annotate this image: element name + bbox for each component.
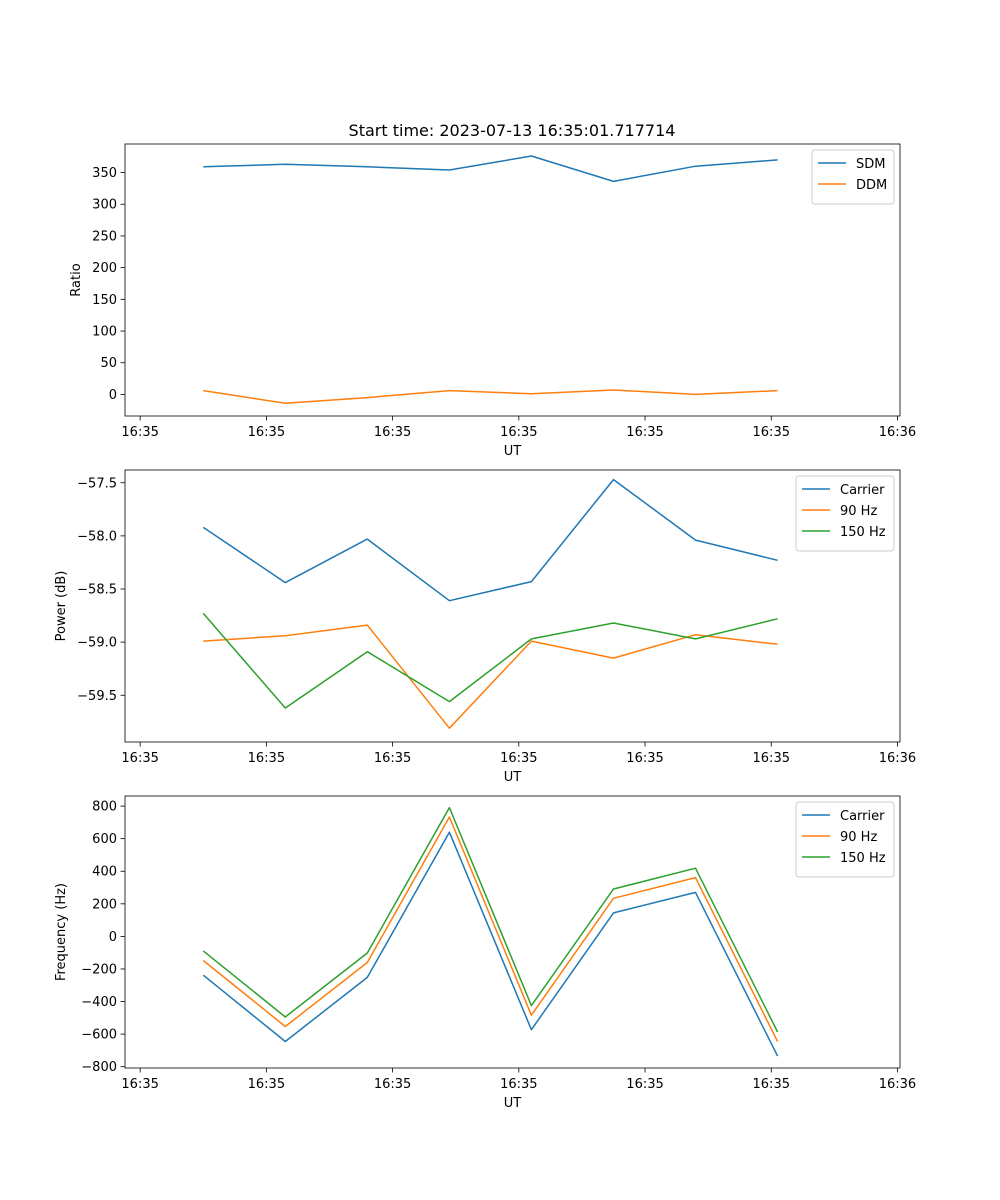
x-tick-label: 16:36 <box>879 751 916 766</box>
y-tick-label: −59.0 <box>77 636 117 651</box>
x-axis-label: UT <box>504 770 522 785</box>
y-tick-label: 350 <box>92 166 117 181</box>
legend-entry: 150 Hz <box>840 525 886 540</box>
x-tick-label: 16:36 <box>879 425 916 440</box>
y-tick-label: −400 <box>81 995 117 1010</box>
x-tick-label: 16:35 <box>248 425 285 440</box>
y-tick-label: 250 <box>92 229 117 244</box>
y-tick-label: 200 <box>92 897 117 912</box>
y-tick-label: 400 <box>92 865 117 880</box>
x-tick-label: 16:35 <box>121 751 158 766</box>
y-tick-label: 300 <box>92 198 117 213</box>
y-tick-label: −57.5 <box>77 476 117 491</box>
x-tick-label: 16:35 <box>121 1077 158 1092</box>
legend-entry: 150 Hz <box>840 851 886 866</box>
series-line-150-hz <box>202 612 778 709</box>
series-line-sdm <box>203 155 778 183</box>
y-tick-label: 200 <box>92 261 117 276</box>
y-tick-label: 600 <box>92 832 117 847</box>
y-tick-label: −600 <box>81 1028 117 1043</box>
legend-box <box>795 801 895 878</box>
legend-entry: 90 Hz <box>840 830 877 845</box>
y-tick-label: −200 <box>81 962 117 977</box>
x-tick-label: 16:35 <box>500 425 537 440</box>
x-tick-label: 16:35 <box>374 1077 411 1092</box>
x-tick-label: 16:35 <box>626 1077 663 1092</box>
legend-entry: SDM <box>856 157 885 172</box>
y-tick-label: −58.0 <box>77 529 117 544</box>
x-tick-label: 16:36 <box>879 1077 916 1092</box>
legend-box <box>795 475 895 552</box>
x-tick-label: 16:35 <box>500 1077 537 1092</box>
series-line-ddm <box>203 389 778 405</box>
x-axis-label: UT <box>504 1096 522 1111</box>
x-tick-label: 16:35 <box>248 751 285 766</box>
legend-entry: DDM <box>856 178 887 193</box>
x-tick-label: 16:35 <box>248 1077 285 1092</box>
legend-entry: Carrier <box>840 809 885 824</box>
axes-frame <box>124 143 901 417</box>
axes-frame <box>124 795 901 1069</box>
y-tick-label: −59.5 <box>77 689 117 704</box>
x-tick-label: 16:35 <box>374 425 411 440</box>
x-tick-label: 16:35 <box>626 425 663 440</box>
x-axis-label: UT <box>504 444 522 459</box>
legend: SDM DDM <box>811 149 895 205</box>
y-tick-label: 150 <box>92 293 117 308</box>
legend: Carrier 90 Hz 150 Hz <box>795 475 895 552</box>
x-tick-label: 16:35 <box>374 751 411 766</box>
x-tick-label: 16:35 <box>753 425 790 440</box>
legend-entry: Carrier <box>840 483 885 498</box>
series-line-carrier <box>202 478 778 602</box>
legend-entry: 90 Hz <box>840 504 877 519</box>
y-tick-label: −800 <box>81 1060 117 1075</box>
x-tick-label: 16:35 <box>753 1077 790 1092</box>
y-tick-label: 0 <box>109 930 117 945</box>
y-axis-label: Ratio <box>69 263 84 296</box>
x-tick-label: 16:35 <box>753 751 790 766</box>
y-tick-label: 100 <box>92 325 117 340</box>
frequency-panel: 16:35 16:35 16:35 16:35 16:35 16:35 16:36 −800 −… <box>54 795 916 1111</box>
series-line-150-hz <box>202 806 779 1033</box>
series-line-90-hz <box>203 624 778 729</box>
power-panel: 16:35 16:35 16:35 16:35 16:35 16:35 16:36 −59.5… <box>54 469 916 785</box>
y-tick-label: 800 <box>92 800 117 815</box>
x-tick-label: 16:35 <box>626 751 663 766</box>
ratio-panel: 16:35 16:35 16:35 16:35 16:35 16:35 16:36 0 50 10… <box>69 143 916 459</box>
y-axis-label: Power (dB) <box>54 571 69 642</box>
y-tick-label: 0 <box>109 388 117 403</box>
x-tick-label: 16:35 <box>121 425 158 440</box>
axes-frame <box>124 469 901 743</box>
series-line-carrier <box>202 831 779 1057</box>
y-tick-label: −58.5 <box>77 583 117 598</box>
figure-title: Start time: 2023-07-13 16:35:01.717714 <box>349 121 676 140</box>
y-axis-label: Frequency (Hz) <box>54 883 69 981</box>
x-tick-label: 16:35 <box>500 751 537 766</box>
series-line-90-hz <box>202 816 779 1042</box>
legend: Carrier 90 Hz 150 Hz <box>795 801 895 878</box>
y-tick-label: 50 <box>100 356 117 371</box>
